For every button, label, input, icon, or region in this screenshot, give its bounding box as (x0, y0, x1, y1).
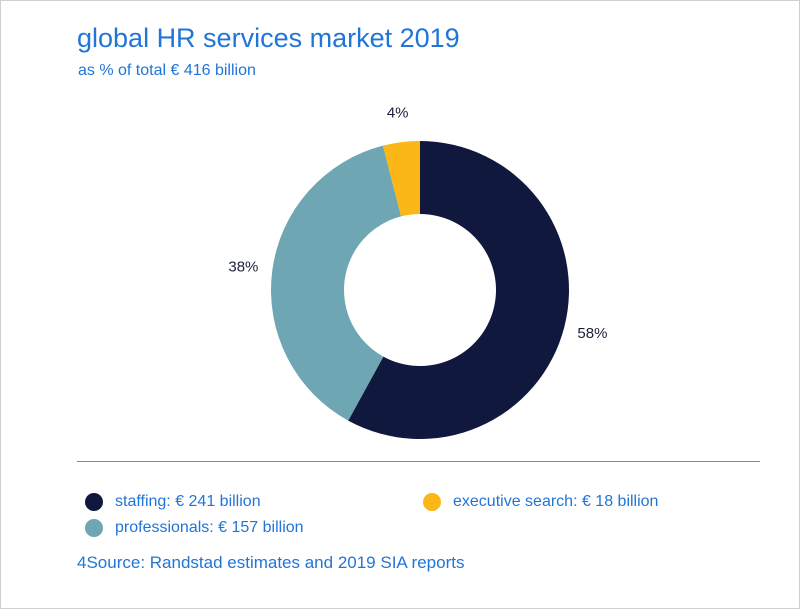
divider (77, 461, 760, 462)
legend-label-executive-search: executive search: € 18 billion (453, 493, 659, 510)
legend-item-professionals: professionals: € 157 billion (85, 519, 304, 537)
slice-professionals (271, 145, 402, 421)
slice-executive-search (382, 141, 420, 217)
source-note: 4Source: Randstad estimates and 2019 SIA… (77, 553, 465, 572)
data-label-executive-search: 4% (387, 104, 409, 121)
chart-title: global HR services market 2019 (77, 23, 460, 53)
legend-label-professionals: professionals: € 157 billion (115, 519, 304, 536)
donut-chart: 58% 38% 4% (228, 104, 607, 439)
data-label-professionals: 38% (228, 259, 258, 276)
slice-staffing (348, 141, 569, 439)
legend-swatch-professionals (85, 519, 103, 537)
legend-swatch-executive-search (423, 493, 441, 511)
legend-item-executive-search: executive search: € 18 billion (423, 493, 658, 511)
chart-subtitle: as % of total € 416 billion (78, 62, 256, 79)
legend-label-staffing: staffing: € 241 billion (115, 493, 261, 510)
legend-item-staffing: staffing: € 241 billion (85, 493, 261, 511)
legend-swatch-staffing (85, 493, 103, 511)
data-label-staffing: 58% (577, 325, 607, 342)
